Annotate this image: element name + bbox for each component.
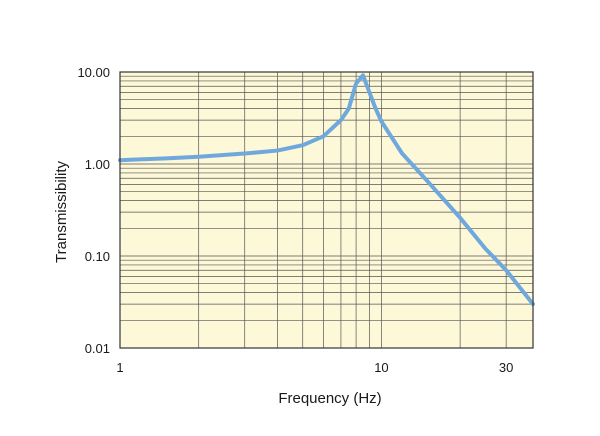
y-tick-labels: 10.00 1.00 0.10 0.01 <box>77 65 110 356</box>
x-tick-label: 1 <box>116 360 123 375</box>
x-tick-label: 10 <box>374 360 388 375</box>
y-tick-label: 10.00 <box>77 65 110 80</box>
y-tick-label: 0.10 <box>85 249 110 264</box>
plot-frame <box>119 71 534 349</box>
x-tick-labels: 1 10 30 <box>116 360 513 375</box>
plot-area <box>120 72 533 348</box>
x-tick-label: 30 <box>499 360 513 375</box>
y-tick-label: 1.00 <box>85 157 110 172</box>
y-tick-label: 0.01 <box>85 341 110 356</box>
x-axis-title: Frequency (Hz) <box>278 390 381 407</box>
series-line <box>118 73 535 307</box>
y-axis-title: Transmissibility <box>53 161 70 263</box>
